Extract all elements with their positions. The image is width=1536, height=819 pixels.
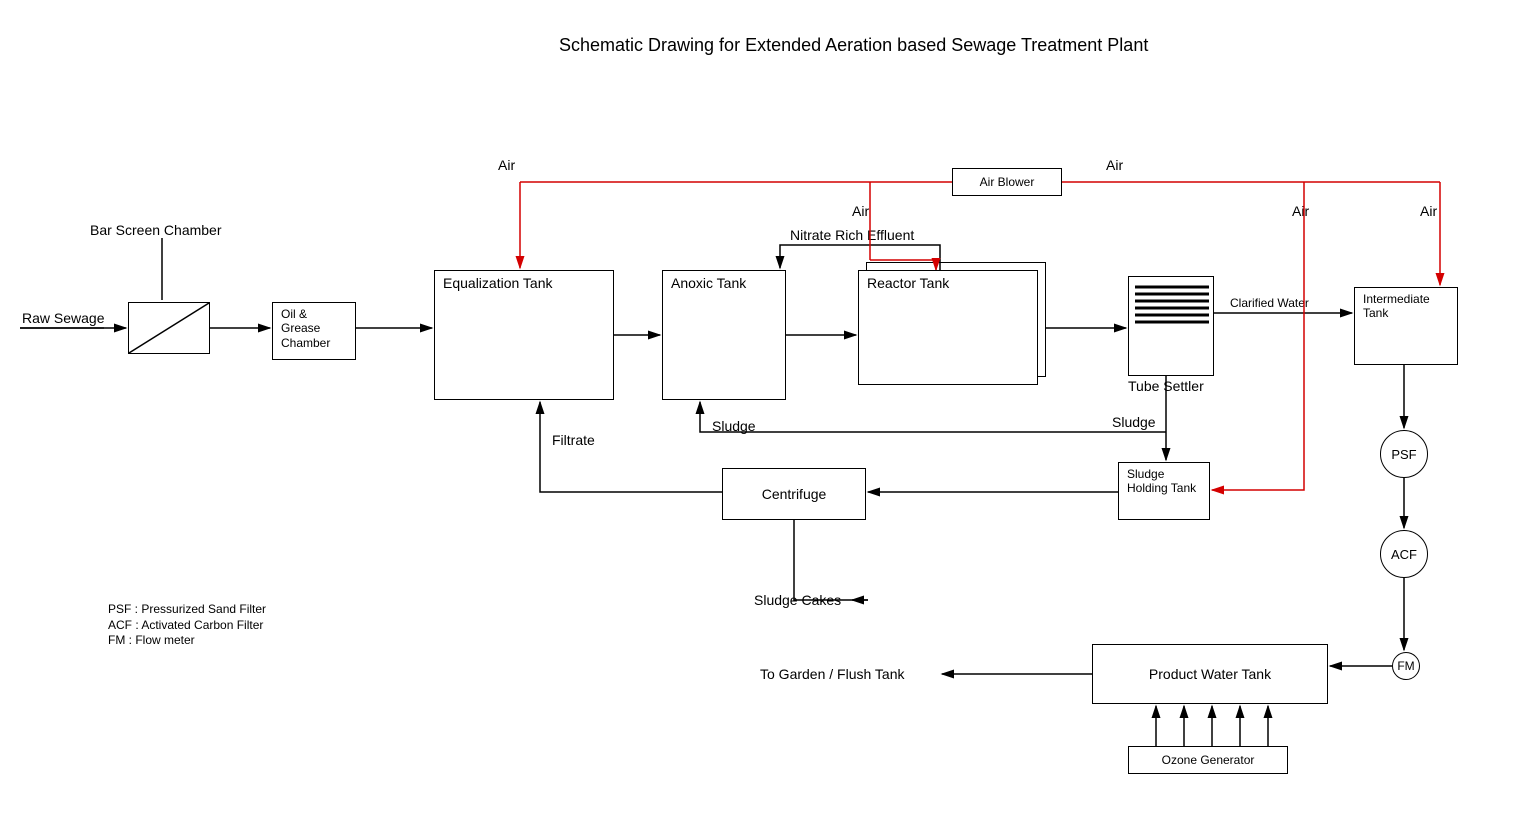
reactor-label: Reactor Tank xyxy=(867,275,949,292)
flow-lines xyxy=(0,0,1536,819)
reactor-box: Reactor Tank xyxy=(858,270,1038,385)
